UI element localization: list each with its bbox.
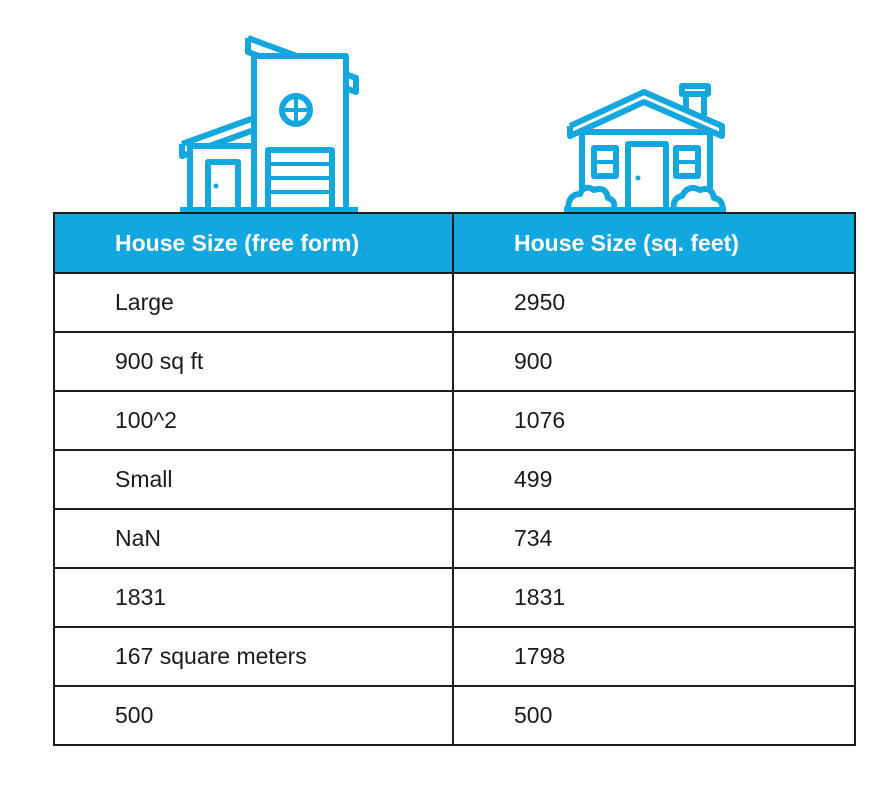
- cottage-house-icon: [564, 83, 726, 213]
- table-row: 100^2 1076: [53, 390, 856, 451]
- table-row: 1831 1831: [53, 567, 856, 628]
- table-row: 500 500: [53, 685, 856, 746]
- cell-free-form: 900 sq ft: [53, 331, 454, 392]
- table-header-row: House Size (free form) House Size (sq. f…: [53, 212, 856, 274]
- cell-sq-feet: 2950: [452, 272, 856, 333]
- cell-free-form: Large: [53, 272, 454, 333]
- cell-free-form: Small: [53, 449, 454, 510]
- house-size-table: House Size (free form) House Size (sq. f…: [53, 212, 856, 746]
- cell-sq-feet: 499: [452, 449, 856, 510]
- cell-sq-feet: 1831: [452, 567, 856, 628]
- table-row: 167 square meters 1798: [53, 626, 856, 687]
- header-sq-feet: House Size (sq. feet): [452, 212, 856, 274]
- cell-free-form: 1831: [53, 567, 454, 628]
- cell-free-form: NaN: [53, 508, 454, 569]
- cell-free-form: 500: [53, 685, 454, 746]
- table-row: Large 2950: [53, 272, 856, 333]
- cell-sq-feet: 1076: [452, 390, 856, 451]
- cell-sq-feet: 500: [452, 685, 856, 746]
- table-row: 900 sq ft 900: [53, 331, 856, 392]
- header-free-form: House Size (free form): [53, 212, 454, 274]
- table-row: NaN 734: [53, 508, 856, 569]
- cell-sq-feet: 1798: [452, 626, 856, 687]
- cell-free-form: 100^2: [53, 390, 454, 451]
- cell-sq-feet: 900: [452, 331, 856, 392]
- cell-sq-feet: 734: [452, 508, 856, 569]
- table-row: Small 499: [53, 449, 856, 510]
- cell-free-form: 167 square meters: [53, 626, 454, 687]
- modern-house-icon: [179, 35, 359, 213]
